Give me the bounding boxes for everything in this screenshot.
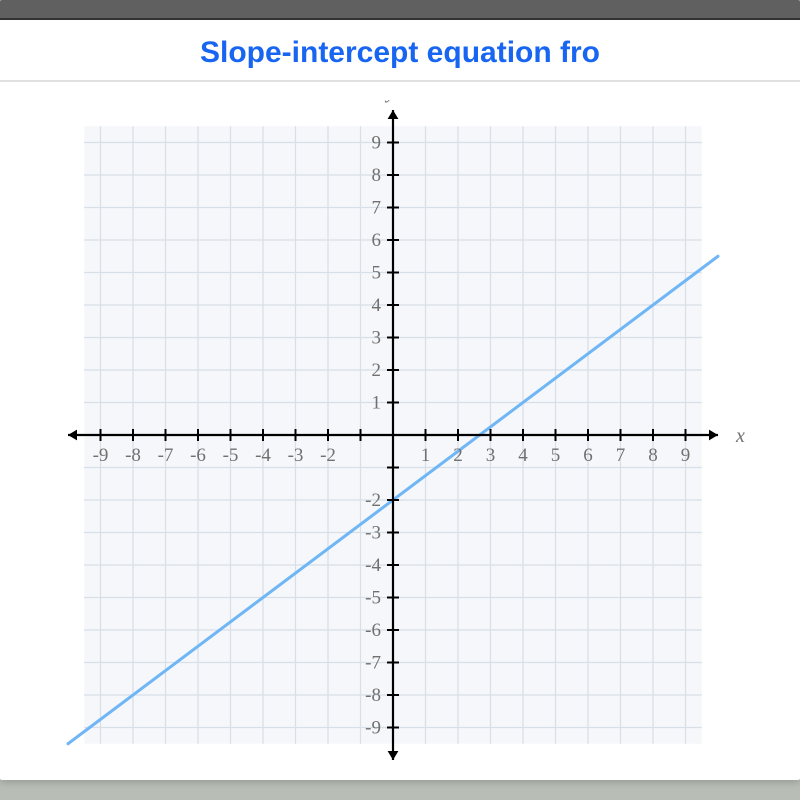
svg-text:-4: -4	[365, 555, 381, 576]
svg-text:-7: -7	[158, 445, 174, 466]
svg-text:3: 3	[372, 328, 382, 349]
svg-text:4: 4	[518, 445, 528, 466]
svg-text:9: 9	[681, 445, 691, 466]
svg-text:1: 1	[372, 393, 382, 414]
svg-text:3: 3	[486, 445, 496, 466]
svg-text:-9: -9	[93, 445, 109, 466]
svg-text:-8: -8	[365, 685, 381, 706]
svg-text:y: y	[385, 100, 396, 103]
svg-text:4: 4	[372, 295, 382, 316]
svg-text:-2: -2	[320, 445, 336, 466]
svg-text:8: 8	[648, 445, 658, 466]
svg-text:-6: -6	[190, 445, 206, 466]
svg-text:7: 7	[616, 445, 626, 466]
title-area: Slope-intercept equation fro	[0, 20, 800, 80]
svg-text:x: x	[735, 425, 745, 447]
svg-text:1: 1	[421, 445, 431, 466]
chart-container: -9-8-7-6-5-4-3-2123456789-9-8-7-6-5-4-3-…	[0, 82, 800, 780]
coordinate-graph: -9-8-7-6-5-4-3-2123456789-9-8-7-6-5-4-3-…	[28, 100, 788, 780]
page-title: Slope-intercept equation fro	[24, 36, 776, 70]
svg-text:8: 8	[372, 165, 382, 186]
svg-text:2: 2	[453, 445, 463, 466]
svg-text:-3: -3	[288, 445, 304, 466]
svg-text:5: 5	[372, 263, 382, 284]
svg-text:-3: -3	[365, 523, 381, 544]
svg-text:7: 7	[372, 198, 382, 219]
svg-text:2: 2	[372, 360, 382, 381]
svg-text:-5: -5	[365, 588, 381, 609]
svg-text:-8: -8	[125, 445, 141, 466]
svg-text:9: 9	[372, 133, 382, 154]
svg-text:-6: -6	[365, 620, 381, 641]
svg-text:-4: -4	[255, 445, 271, 466]
page-frame: Slope-intercept equation fro -9-8-7-6-5-…	[0, 0, 800, 780]
svg-text:6: 6	[372, 230, 382, 251]
svg-text:-7: -7	[365, 653, 381, 674]
svg-text:5: 5	[551, 445, 561, 466]
svg-text:6: 6	[583, 445, 593, 466]
browser-chrome-bar	[0, 0, 800, 20]
svg-text:-9: -9	[365, 718, 381, 739]
svg-text:-5: -5	[223, 445, 239, 466]
svg-text:-2: -2	[365, 490, 381, 511]
